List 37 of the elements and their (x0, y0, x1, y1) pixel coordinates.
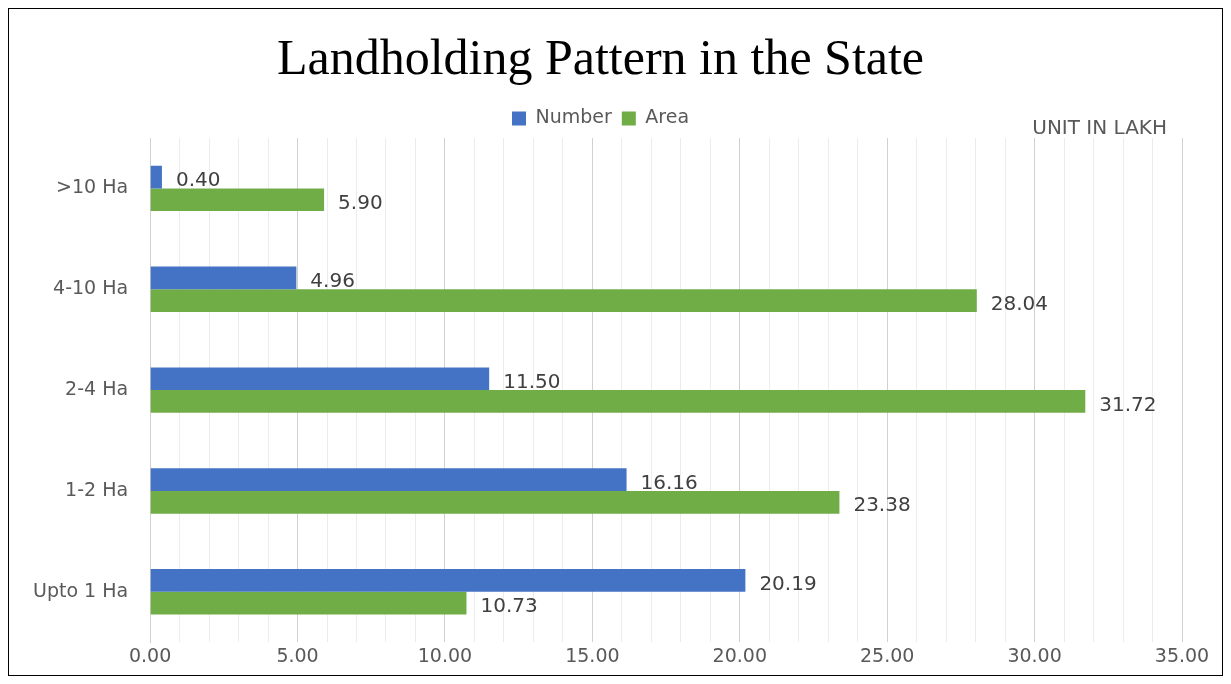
bar (150, 165, 162, 189)
data-label: 28.04 (990, 290, 1049, 315)
data-label: 0.40 (175, 167, 221, 192)
x-tick-label: 10.00 (417, 643, 473, 666)
bar (150, 390, 1086, 413)
legend-label: Number (535, 105, 612, 128)
bar (150, 490, 840, 514)
y-tick-label: >10 Ha (56, 175, 129, 198)
bar (150, 289, 977, 312)
data-label: 23.38 (853, 492, 911, 517)
x-tick-label: 30.00 (1007, 643, 1062, 666)
bar (150, 468, 627, 491)
chart-title: Landholding Pattern in the State (276, 29, 925, 86)
y-tick-label: 2-4 Ha (65, 377, 129, 400)
annotation: UNIT IN LAKH (1032, 115, 1167, 140)
x-tick-label: 0.00 (128, 643, 172, 666)
bar (150, 266, 297, 290)
data-label: 5.90 (338, 189, 383, 214)
y-tick-label: 4-10 Ha (53, 276, 129, 299)
legend-label: Area (645, 105, 690, 128)
data-label: 4.96 (310, 268, 355, 293)
data-label: 11.50 (503, 368, 561, 393)
y-tick-label: 1-2 Ha (65, 477, 129, 500)
x-tick-label: 15.00 (565, 643, 620, 666)
bar (150, 188, 325, 212)
bar (150, 591, 467, 615)
y-tick-label: Upto 1 Ha (33, 578, 129, 601)
data-label: 20.19 (759, 570, 817, 595)
x-tick-label: 35.00 (1154, 643, 1210, 666)
x-tick-label: 25.00 (859, 643, 915, 666)
bar (150, 367, 490, 391)
data-label: 10.73 (480, 593, 538, 618)
x-tick-label: 5.00 (276, 643, 319, 666)
bar (150, 569, 746, 592)
data-label: 31.72 (1099, 391, 1157, 416)
x-tick-label: 20.00 (712, 643, 767, 666)
data-label: 16.16 (640, 469, 698, 494)
